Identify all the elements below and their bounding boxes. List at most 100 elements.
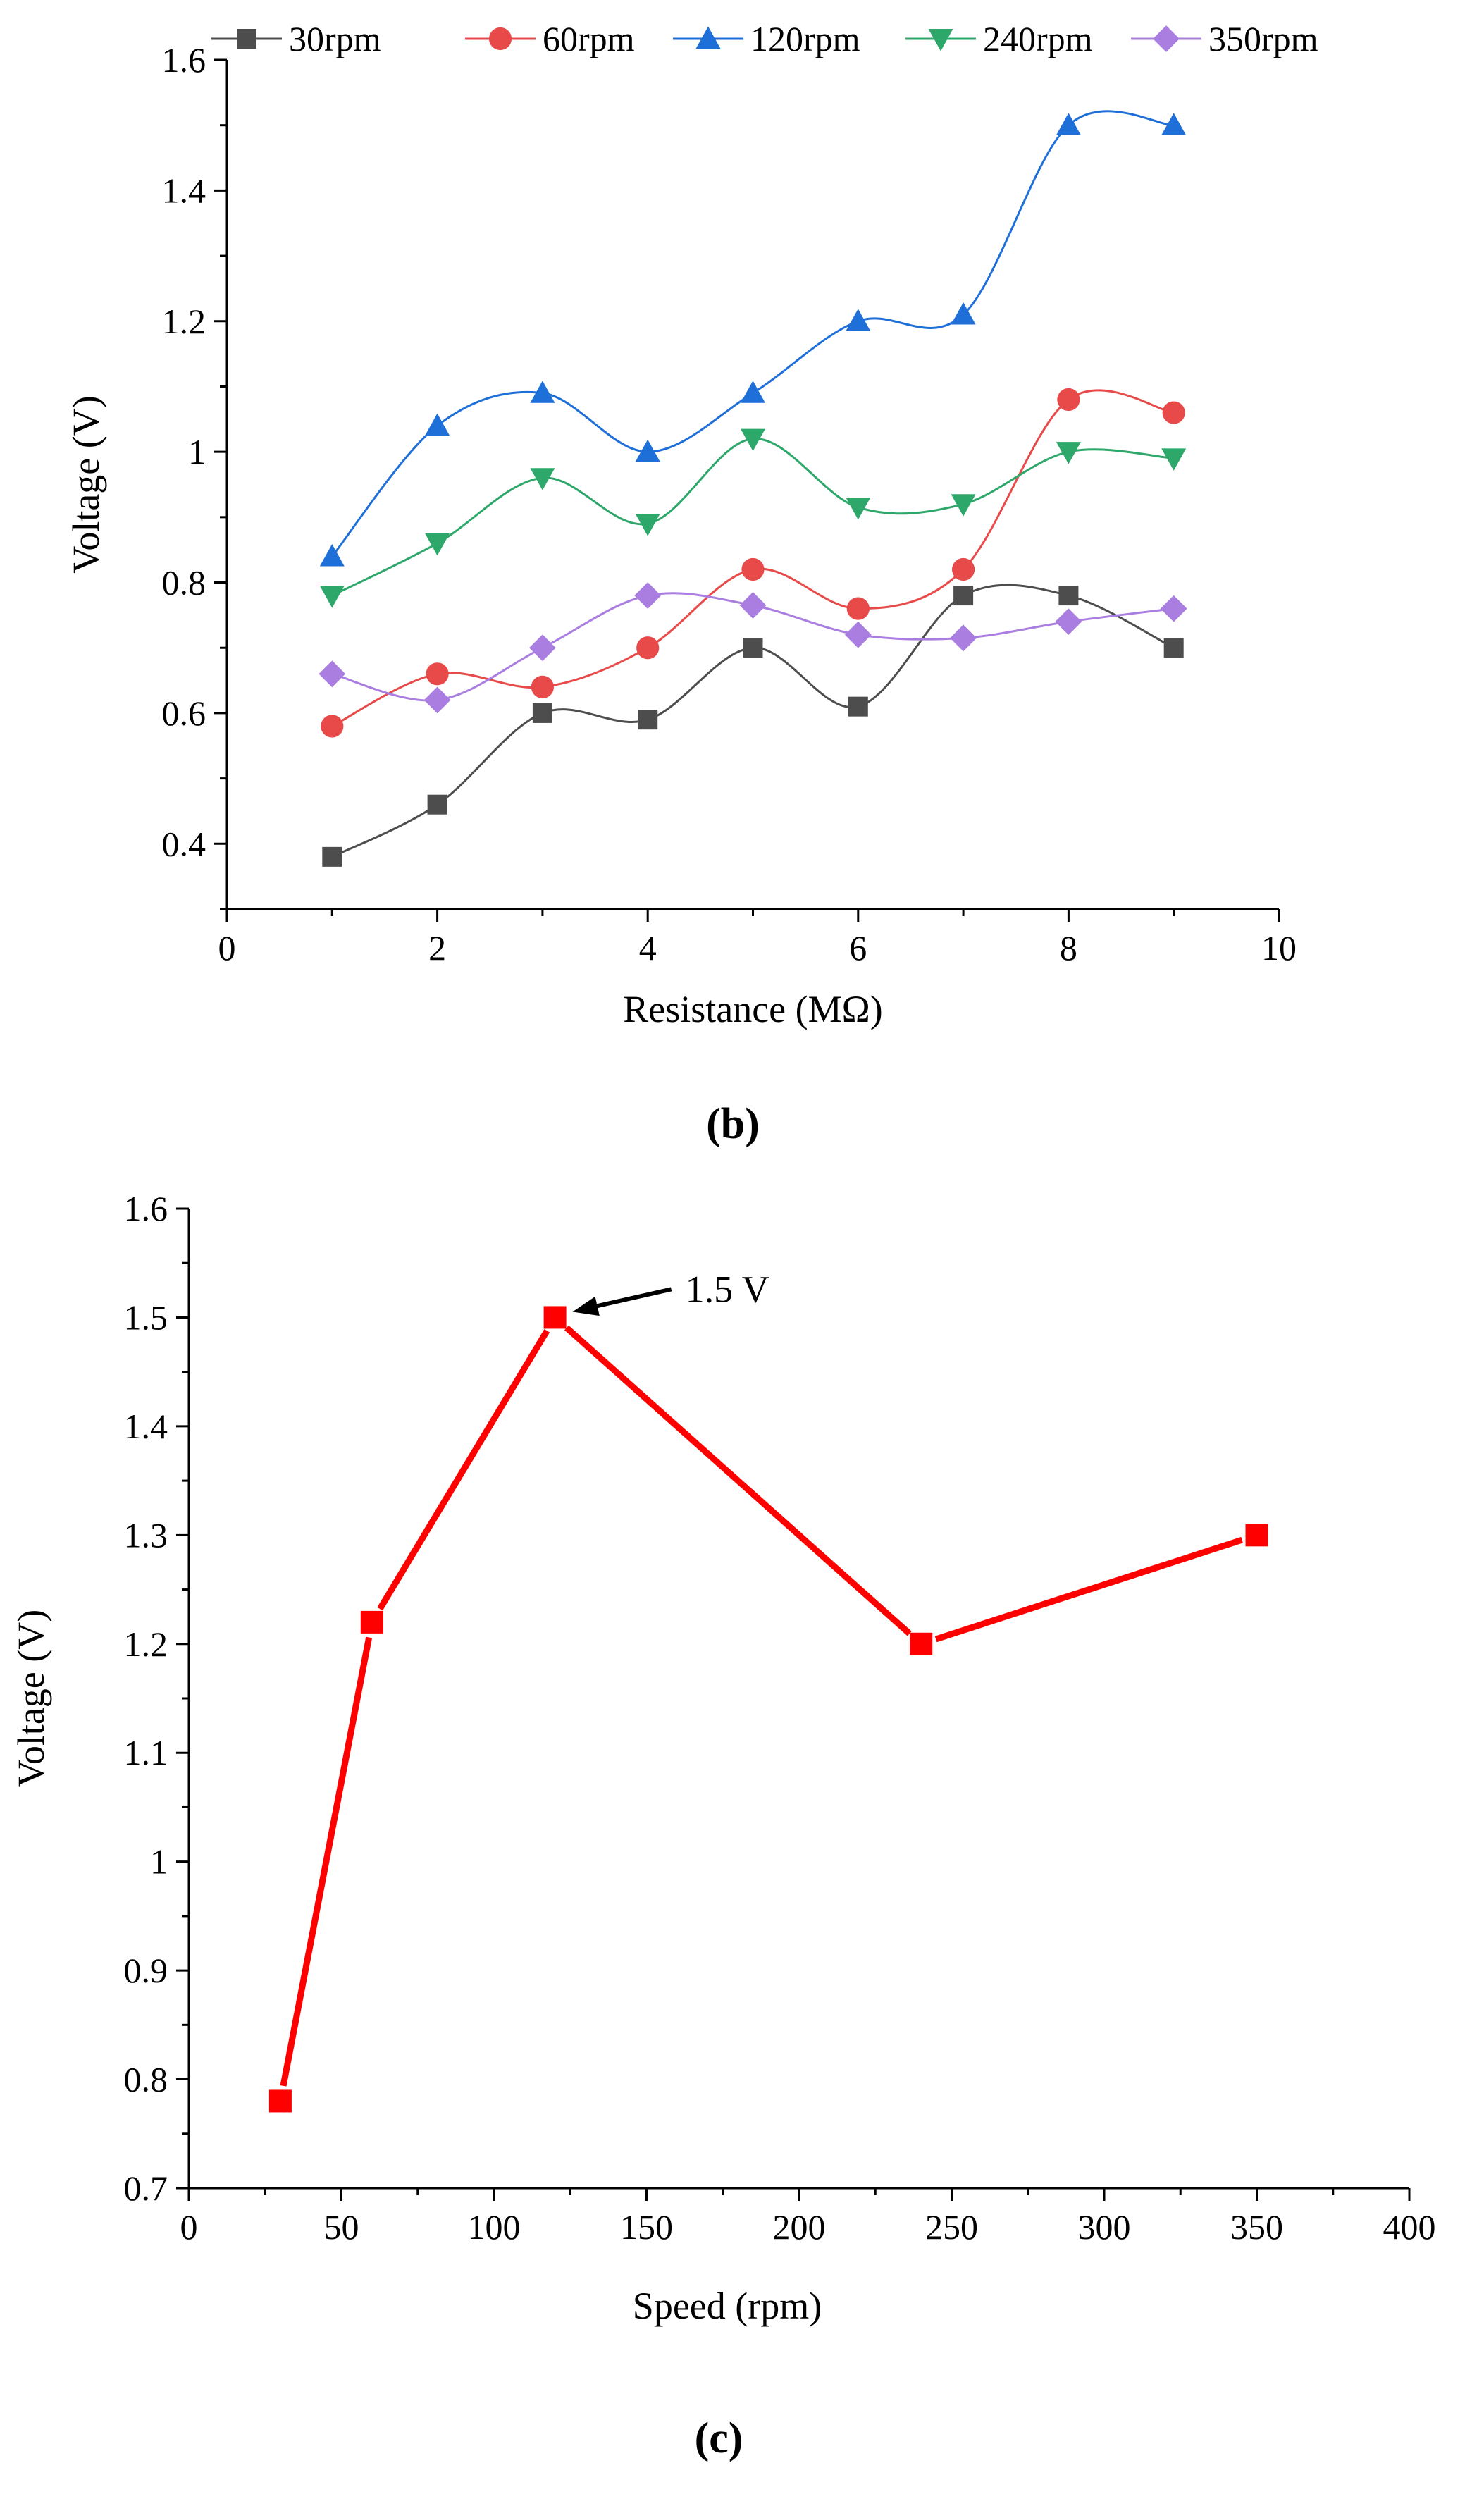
data-point-120rpm xyxy=(1056,113,1081,135)
data-point-350rpm xyxy=(1160,595,1187,622)
data-point-350rpm xyxy=(319,660,346,688)
chart-c-x-tick-label: 200 xyxy=(773,2207,826,2247)
chart-b-x-tick-label: 8 xyxy=(1060,928,1077,968)
chart-b-x-axis-title: Resistance (MΩ) xyxy=(623,988,883,1030)
chart-b-x-tick-label: 6 xyxy=(849,928,867,968)
chart-b-legend: 30rpm 60rpm 120rpm 240rpm 350rpm xyxy=(211,19,1318,58)
data-point-120rpm xyxy=(846,309,871,331)
data-point-240rpm xyxy=(951,494,976,517)
chart-c-x-tick-label: 350 xyxy=(1230,2207,1283,2247)
arrow-shaft xyxy=(589,1287,672,1310)
chart-b-y-tick-label: 0.6 xyxy=(162,693,206,733)
arrow-head xyxy=(572,1296,600,1316)
data-point-voltage xyxy=(360,1610,383,1634)
chart-c-y-tick-label: 1.4 xyxy=(124,1407,168,1446)
chart-b-x-tick-label: 10 xyxy=(1261,928,1297,968)
legend-marker xyxy=(488,27,512,51)
legend-marker xyxy=(695,26,721,49)
chart-panel-c: 0 50 100 150 200 250 300 350 400 0.7 0.8 0.9 1 1.1 1.2… xyxy=(10,1189,1436,2462)
data-point-30rpm xyxy=(953,586,974,606)
chart-c-x-tick-label: 0 xyxy=(180,2207,198,2247)
chart-c-y-tick-label: 1.6 xyxy=(124,1189,168,1228)
data-point-120rpm xyxy=(530,381,555,403)
legend-item-30rpm: 30rpm xyxy=(211,19,381,58)
series-240rpm xyxy=(319,428,1187,608)
data-point-60rpm xyxy=(636,636,660,660)
data-point-120rpm xyxy=(635,439,660,462)
chart-b-axes: 0 2 4 6 8 10 0.4 0.6 0.8 1 1.2 1.4 1.6 xyxy=(162,40,1297,968)
panel-label-c: (c) xyxy=(695,2414,743,2462)
data-point-60rpm xyxy=(531,675,555,698)
chart-c-x-tick-label: 150 xyxy=(620,2207,673,2247)
series-segment xyxy=(377,1328,550,1611)
data-point-60rpm xyxy=(846,597,870,620)
data-point-350rpm xyxy=(1055,608,1082,636)
data-point-240rpm xyxy=(1056,442,1081,464)
data-point-240rpm xyxy=(635,514,660,536)
chart-b-x-tick-label: 0 xyxy=(218,928,236,968)
data-point-60rpm xyxy=(952,557,975,581)
series-350rpm xyxy=(319,582,1187,714)
chart-b-y-tick-label: 1.2 xyxy=(162,302,206,341)
chart-c-y-tick-label: 1.3 xyxy=(124,1515,168,1555)
chart-c-y-tick-label: 0.7 xyxy=(124,2168,168,2208)
series-120rpm xyxy=(319,110,1187,567)
data-point-voltage xyxy=(910,1632,933,1655)
legend-label: 240rpm xyxy=(983,19,1093,58)
series-line-120rpm xyxy=(331,110,1174,557)
legend-item-60rpm: 60rpm xyxy=(465,19,635,58)
legend-label: 60rpm xyxy=(543,19,635,58)
legend-item-240rpm: 240rpm xyxy=(905,19,1093,58)
data-point-30rpm xyxy=(1163,638,1184,658)
series-segment xyxy=(934,1536,1243,1643)
chart-b-y-tick-label: 1.4 xyxy=(162,171,206,210)
data-point-60rpm xyxy=(741,557,765,581)
data-point-350rpm xyxy=(529,634,556,662)
chart-c-series-group xyxy=(268,1306,1268,2113)
data-point-30rpm xyxy=(322,846,342,867)
data-point-30rpm xyxy=(427,794,447,815)
legend-marker xyxy=(1153,25,1180,52)
panel-label-b: (b) xyxy=(706,1100,760,1148)
data-point-350rpm xyxy=(423,686,451,714)
chart-c-y-tick-label: 0.8 xyxy=(124,2060,168,2099)
chart-panel-b: 0 2 4 6 8 10 0.4 0.6 0.8 1 1.2 1.4 1.6 30rpm 60rpm 120… xyxy=(65,19,1318,1148)
series-segment xyxy=(280,1636,373,2087)
data-point-240rpm xyxy=(425,533,450,556)
chart-b-y-tick-label: 1 xyxy=(188,432,206,471)
data-point-120rpm xyxy=(1161,113,1187,135)
annotation-label: 1.5 V xyxy=(686,1268,769,1310)
chart-b-y-tick-label: 0.4 xyxy=(162,824,206,863)
annotation-arrow xyxy=(572,1287,672,1316)
chart-c-y-tick-label: 1.2 xyxy=(124,1624,168,1664)
data-point-120rpm xyxy=(425,413,450,436)
data-point-30rpm xyxy=(848,696,868,717)
legend-label: 30rpm xyxy=(289,19,381,58)
chart-b-x-tick-label: 4 xyxy=(639,928,657,968)
data-point-350rpm xyxy=(634,582,662,609)
data-point-240rpm xyxy=(1161,448,1187,471)
data-point-30rpm xyxy=(532,703,552,723)
chart-b-y-tick-label: 0.8 xyxy=(162,563,206,603)
chart-b-y-tick-label: 1.6 xyxy=(162,40,206,80)
legend-label: 350rpm xyxy=(1208,19,1318,58)
chart-b-series-group xyxy=(319,110,1187,867)
data-point-240rpm xyxy=(846,497,871,520)
chart-c-axes: 0 50 100 150 200 250 300 350 400 0.7 0.8 0.9 1 1.1 1.2… xyxy=(124,1189,1436,2247)
chart-c-y-tick-label: 1.5 xyxy=(124,1297,168,1337)
data-point-30rpm xyxy=(743,638,763,658)
data-point-voltage xyxy=(268,2089,292,2113)
chart-c-y-axis-title: Voltage (V) xyxy=(10,1610,52,1787)
chart-c-y-tick-label: 1.1 xyxy=(124,1733,168,1772)
series-voltage xyxy=(268,1306,1268,2113)
chart-c-x-tick-label: 50 xyxy=(324,2207,359,2247)
data-point-60rpm xyxy=(1162,401,1185,424)
data-point-350rpm xyxy=(739,592,767,619)
legend-item-350rpm: 350rpm xyxy=(1131,19,1318,58)
data-point-60rpm xyxy=(426,662,449,686)
data-point-30rpm xyxy=(1058,586,1079,606)
chart-c-x-tick-label: 300 xyxy=(1078,2207,1131,2247)
data-point-350rpm xyxy=(844,621,872,648)
legend-marker xyxy=(237,29,256,49)
